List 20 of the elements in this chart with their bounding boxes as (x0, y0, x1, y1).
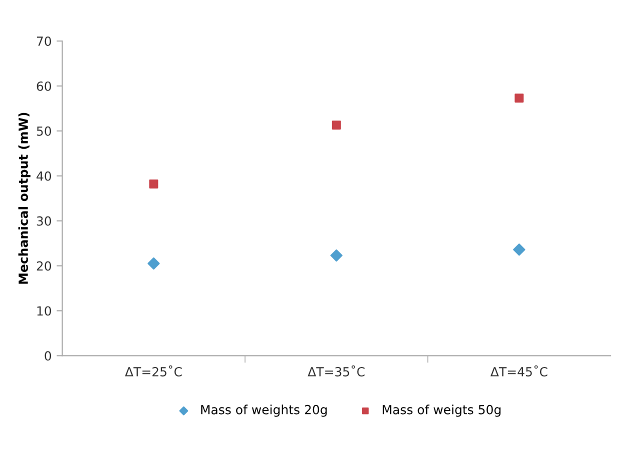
y-tick-label: 70 (37, 36, 52, 46)
x-tick-label: ΔT=25˚C (125, 365, 182, 376)
y-tick-label: 50 (36, 126, 52, 136)
y-axis-title: Mechanical output (mW) (18, 112, 30, 284)
x-tick-label: ΔT=45˚C (490, 365, 548, 376)
y-tick-label: 60 (36, 81, 52, 91)
point (148, 257, 160, 270)
y-tick-label: 30 (36, 216, 52, 226)
y-tick-label: 0 (44, 351, 52, 361)
legend-label: Mass of weigts 50g (382, 404, 501, 417)
point (332, 120, 341, 130)
legend-label: Mass of weights 20g (201, 404, 327, 417)
y-tick-label: 10 (37, 306, 52, 316)
y-tick-label: 40 (36, 171, 52, 181)
x-tick-label: ΔT=35˚C (308, 365, 365, 376)
y-tick-label: 20 (36, 261, 52, 271)
point (330, 249, 342, 262)
point (149, 179, 158, 188)
point (514, 94, 524, 103)
point (513, 244, 526, 256)
